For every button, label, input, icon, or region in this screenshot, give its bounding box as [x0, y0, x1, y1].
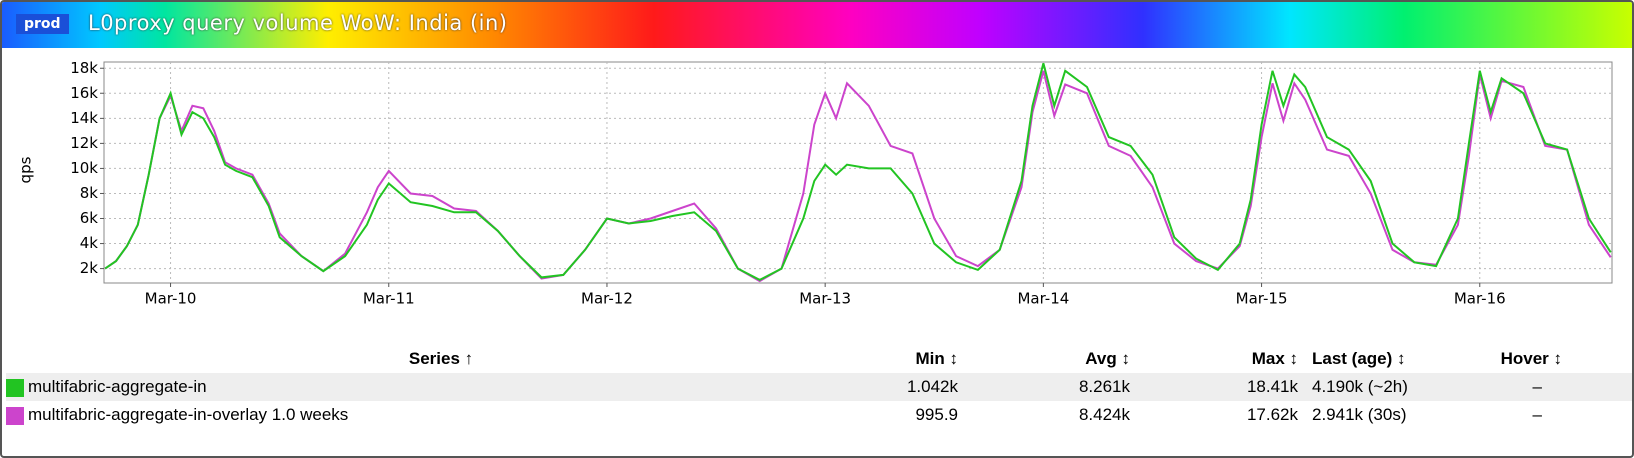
stat-cell: 18.41k: [1246, 377, 1298, 396]
x-tick-label: Mar-14: [1017, 290, 1069, 308]
column-header: Min ↕: [915, 349, 959, 368]
y-tick-label: 14k: [70, 109, 98, 127]
x-tick-label: Mar-12: [581, 290, 633, 308]
x-tick-label: Mar-16: [1454, 290, 1506, 308]
chart: qps 2k 4k 6k 8k 10k 12k 14k 16k 18k Mar-10 Mar-11 M…: [17, 59, 1613, 308]
y-tick-label: 18k: [70, 59, 98, 77]
title-bar: prod L0proxy query volume WoW: India (in…: [2, 2, 1632, 48]
x-tick-label: Mar-15: [1236, 290, 1288, 308]
legend-table: Series ↑ Min ↕ Avg ↕ Max ↕ Last (age) ↕ Hover…: [6, 345, 1632, 429]
table-header: Series ↑ Min ↕ Avg ↕ Max ↕ Last (age) ↕ Hover…: [6, 345, 1632, 373]
stat-cell: 8.424k: [1078, 405, 1130, 424]
column-header: Series ↑: [408, 349, 474, 368]
series-cell: multifabric-aggregate-in: [6, 373, 876, 401]
env-badge: prod: [16, 14, 69, 34]
stat-cell: 8.261k: [1078, 377, 1130, 396]
stat-cell: 4.190k (~2h): [1312, 377, 1408, 396]
x-tick-label: Mar-11: [363, 290, 415, 308]
plot-area: [103, 61, 1613, 284]
series-line: [104, 63, 1612, 282]
y-tick-label: 8k: [80, 184, 99, 202]
y-axis-label: qps: [17, 156, 35, 183]
x-tick-label: Mar-10: [145, 290, 197, 308]
column-header: Avg ↕: [1085, 349, 1130, 368]
y-tick-label: 12k: [70, 134, 98, 152]
column-header: Last (age) ↕: [1312, 349, 1406, 368]
series-cell: multifabric-aggregate-in-overlay 1.0 wee…: [6, 401, 876, 429]
y-tick-label: 6k: [80, 209, 99, 227]
y-tick-label: 10k: [70, 159, 98, 177]
legend-label: multifabric-aggregate-in-overlay 1.0 wee…: [28, 405, 349, 424]
table-row: multifabric-aggregate-in-overlay 1.0 wee…: [6, 401, 1632, 429]
stat-cell: 995.9: [915, 405, 958, 424]
y-tick-label: 16k: [70, 84, 98, 102]
legend-swatch: [6, 378, 24, 397]
stat-cell: 2.941k (30s): [1312, 405, 1407, 424]
legend-swatch: [6, 406, 24, 425]
table-row: multifabric-aggregate-in 1.042k 8.261k 18.4…: [6, 373, 1632, 401]
stat-cell: –: [1532, 405, 1542, 424]
y-tick-label: 4k: [80, 234, 99, 252]
stat-cell: –: [1532, 377, 1542, 396]
y-tick-label: 2k: [80, 259, 99, 277]
x-tick-label: Mar-13: [799, 290, 851, 308]
stat-cell: 17.62k: [1246, 405, 1298, 424]
column-header: Hover ↕: [1500, 349, 1562, 368]
column-header: Max ↕: [1251, 349, 1298, 368]
stat-cell: 1.042k: [906, 377, 958, 396]
panel-title: L0proxy query volume WoW: India (in): [88, 11, 508, 35]
legend-label: multifabric-aggregate-in: [28, 377, 207, 396]
